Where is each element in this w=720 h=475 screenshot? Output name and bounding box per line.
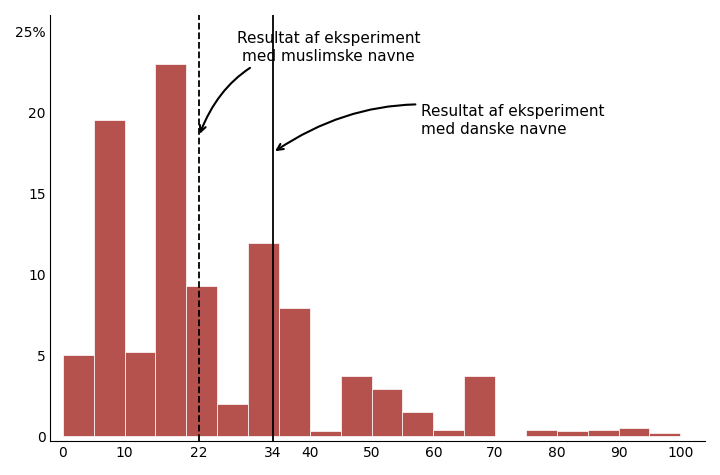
Text: Resultat af eksperiment
med danske navne: Resultat af eksperiment med danske navne xyxy=(277,104,605,150)
Bar xyxy=(372,390,402,436)
Bar xyxy=(464,376,495,436)
Bar xyxy=(94,120,125,436)
Bar xyxy=(526,430,557,436)
Bar xyxy=(248,244,279,436)
Bar xyxy=(310,431,341,436)
Bar xyxy=(649,433,680,436)
Bar xyxy=(217,404,248,436)
Bar xyxy=(588,430,618,436)
Bar xyxy=(557,431,588,436)
Bar xyxy=(156,64,186,436)
Bar xyxy=(63,355,94,436)
Bar xyxy=(186,285,217,436)
Text: Resultat af eksperiment
med muslimske navne: Resultat af eksperiment med muslimske na… xyxy=(200,31,420,132)
Bar xyxy=(402,412,433,436)
Bar xyxy=(341,376,372,436)
Bar xyxy=(433,430,464,436)
Bar xyxy=(125,352,156,436)
Bar xyxy=(279,308,310,436)
Bar xyxy=(618,428,649,436)
